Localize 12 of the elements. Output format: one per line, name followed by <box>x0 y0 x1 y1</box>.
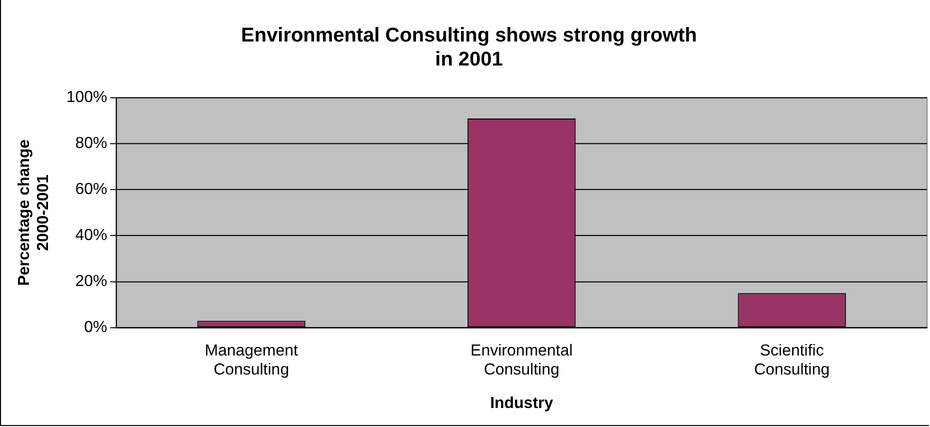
y-tick-label: 60% <box>75 181 108 198</box>
y-tick-label: 80% <box>75 135 108 152</box>
y-tick-label: 40% <box>75 227 108 244</box>
x-tick-label: Management Consulting <box>204 342 299 379</box>
y-tick-label: 100% <box>66 89 108 106</box>
y-tick-label: 20% <box>75 273 108 290</box>
y-tick-label: 0% <box>84 319 108 336</box>
chart-title: Environmental Consulting shows strong growth in 2001 <box>241 24 697 70</box>
x-axis-title: Industry <box>490 394 554 412</box>
x-tick-label: Scientific Consulting <box>754 342 830 379</box>
x-tick-label: Environmental Consulting <box>470 342 573 379</box>
y-axis-title: Percentage change 2000-2001 <box>16 139 52 286</box>
